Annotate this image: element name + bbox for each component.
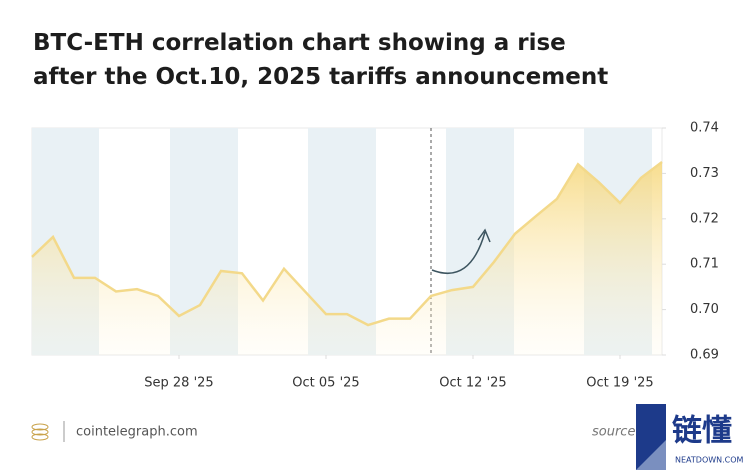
watermark <box>636 404 666 470</box>
area <box>32 162 662 355</box>
y-tick-label: 0.69 <box>690 348 719 363</box>
source: source <box>592 425 635 440</box>
x-tick-label: Sep 28 '25 <box>144 376 213 391</box>
y-tick-label: 0.72 <box>690 211 719 226</box>
watermark-sub: NEATDOWN.COM <box>675 456 744 465</box>
x-tick-label: Oct 19 '25 <box>586 376 653 391</box>
x-tick-label: Oct 05 '25 <box>292 376 359 391</box>
line <box>31 161 663 327</box>
y-tick-label: 0.71 <box>690 257 719 272</box>
x-tick-label: Oct 12 '25 <box>439 376 506 391</box>
footer: cointelegraph.com <box>76 425 198 440</box>
arrow-head <box>477 228 491 243</box>
y-tick-label: 0.73 <box>690 166 719 181</box>
y-tick-label: 0.70 <box>690 302 719 317</box>
logo <box>31 421 65 442</box>
chart-title: BTC-ETH correlation chart showing a rise… <box>33 30 609 90</box>
y-tick-label: 0.74 <box>690 121 719 136</box>
watermark-text: 链懂 <box>672 414 732 449</box>
arrow <box>431 231 486 275</box>
